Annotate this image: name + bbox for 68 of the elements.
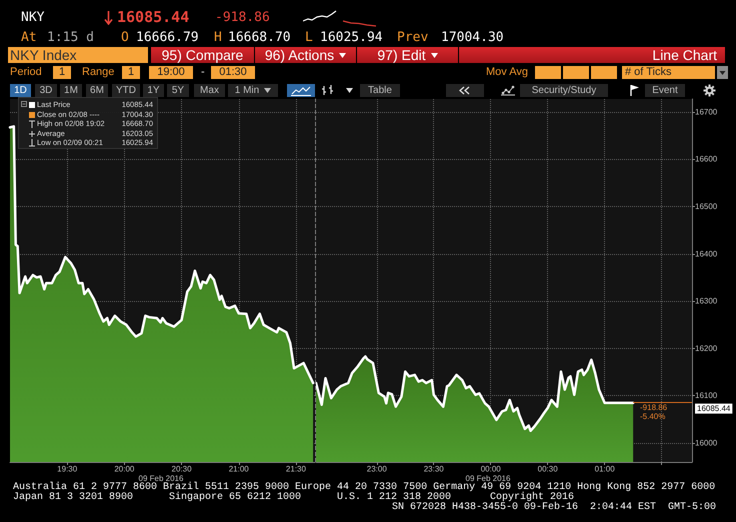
text: Japan 81 3 3201 8900 — [13, 492, 134, 503]
toggle-button: 1M — [60, 84, 82, 97]
text: Copyright 2016 — [490, 492, 574, 503]
text: U.S. 1 212 318 2000 — [337, 492, 452, 503]
chart-title: NKY — [21, 10, 44, 25]
text: Australia 61 2 9777 8600 Brazil 5511 2395 9000 Europe 44 20 7330 7500 Germany 49 69 9204 1210 Hong Kong 852 2977 6000 — [13, 482, 716, 493]
toggle-button: YTD — [112, 84, 140, 97]
x-tick-label: 23:00 — [366, 464, 388, 474]
y-tick-label: 16700 — [695, 107, 718, 116]
menu-button: 96) Actions — [255, 47, 356, 63]
toggle-button: Max — [194, 84, 225, 97]
text: -918.86 — [215, 10, 270, 25]
toggle-button: 5Y — [167, 84, 189, 97]
text: 17004.30 — [441, 30, 504, 45]
text: H — [214, 30, 222, 45]
text: Mov Avg — [486, 66, 528, 78]
text: SN 672028 H438-3455-0 09-Feb-16 2:04:44 EST GMT-5:00 — [392, 502, 716, 513]
text: 09 Feb 2016 — [466, 474, 510, 483]
y-tick-label: 16100 — [695, 391, 718, 400]
x-tick-label: 00:00 — [480, 464, 502, 474]
x-tick-label: 01:00 — [594, 464, 616, 474]
text: Range — [82, 66, 114, 78]
x-tick-label: 20:00 — [114, 464, 135, 474]
toggle-button: 1Y — [143, 84, 164, 97]
button: Table — [360, 84, 400, 97]
toolbar: Line Chart — [459, 47, 725, 63]
menu-button: 95) Compare — [151, 47, 254, 63]
toggle-button: 3D — [35, 84, 57, 97]
menu-button: 97) Edit — [357, 47, 458, 63]
text: 16085.44 — [117, 8, 190, 26]
annotation: -5.40% — [640, 412, 666, 421]
text: L — [305, 30, 313, 45]
text: 1:15 d — [47, 30, 94, 45]
text: Period — [10, 66, 42, 78]
y-tick-label: 16500 — [695, 202, 718, 211]
text: O — [121, 30, 129, 45]
text: 09 Feb 2016 — [138, 474, 184, 483]
toggle-button: 6M — [86, 84, 108, 97]
text: - — [201, 66, 205, 78]
text: Prev — [397, 30, 428, 45]
x-tick-label: 21:30 — [286, 464, 306, 474]
toggle-button: 1D — [10, 84, 31, 97]
x-tick-label: 23:30 — [424, 464, 444, 474]
button: Security/Study — [520, 84, 608, 97]
y-tick-label: 16300 — [695, 296, 718, 306]
x-tick-label: 00:30 — [538, 464, 558, 474]
text: 16666.79 — [136, 30, 199, 45]
x-tick-label: 19:30 — [57, 464, 78, 474]
y-tick-label: 16000 — [695, 438, 718, 448]
input-field: 1 — [53, 66, 71, 79]
x-tick-label: 21:00 — [228, 464, 250, 474]
button: Event — [645, 84, 685, 97]
y-tick-label: 16200 — [695, 344, 718, 353]
dropdown-button: 1 Min — [228, 84, 278, 97]
input-field: 1 — [122, 66, 140, 79]
text: At — [21, 30, 37, 45]
ticker-field: NKY Index — [8, 47, 148, 63]
input-field: 19:00 — [149, 66, 193, 79]
input-field: 01:30 — [211, 66, 255, 79]
y-tick-label: 16600 — [695, 154, 718, 164]
ref-line-label: 16085.44 — [697, 404, 731, 414]
text: Singapore 65 6212 1000 — [169, 492, 302, 503]
text: 16025.94 — [320, 30, 383, 45]
y-tick-label: 16400 — [695, 249, 718, 258]
annotation: -918.86 — [640, 403, 668, 412]
x-tick-label: 20:30 — [172, 464, 192, 474]
text: 16668.70 — [228, 30, 291, 45]
dropdown-field: # of Ticks — [622, 66, 715, 79]
